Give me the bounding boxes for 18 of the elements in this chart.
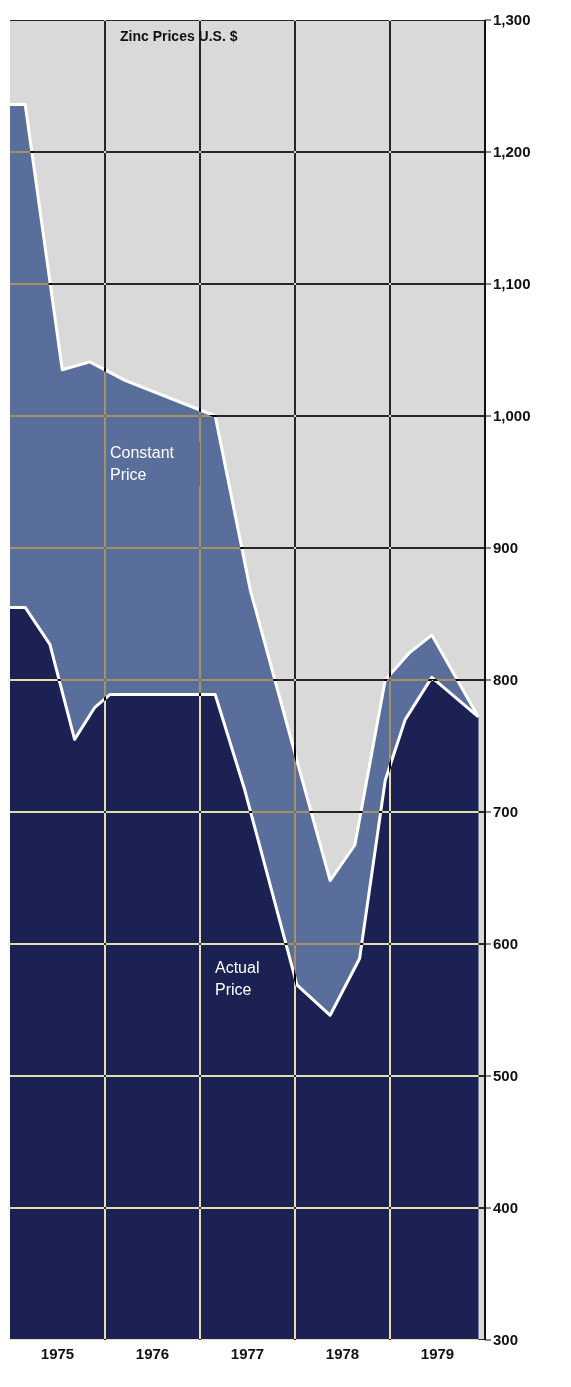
x-tick-label: 1978: [325, 1344, 360, 1362]
y-tick-label: 1,100: [493, 275, 531, 293]
y-tick-label: 500: [493, 1067, 519, 1085]
x-tick-label: 1976: [135, 1344, 170, 1362]
series-label: Constant Price: [110, 442, 200, 487]
x-tick-label: 1975: [40, 1344, 75, 1362]
y-tick-label: 700: [493, 803, 519, 821]
x-tick-label: 1979: [420, 1344, 455, 1362]
y-tick-label: 1,300: [493, 11, 531, 29]
y-tick-label: 1,000: [493, 407, 531, 425]
y-tick-label: 900: [493, 539, 519, 557]
y-tick-label: 1,200: [493, 143, 531, 161]
y-tick-label: 600: [493, 935, 519, 953]
y-tick-label: 800: [493, 671, 519, 689]
y-tick-label: 300: [493, 1331, 519, 1349]
x-tick-label: 1977: [230, 1344, 265, 1362]
series-label: Actual Price: [215, 957, 275, 1002]
y-tick-label: 400: [493, 1199, 519, 1217]
